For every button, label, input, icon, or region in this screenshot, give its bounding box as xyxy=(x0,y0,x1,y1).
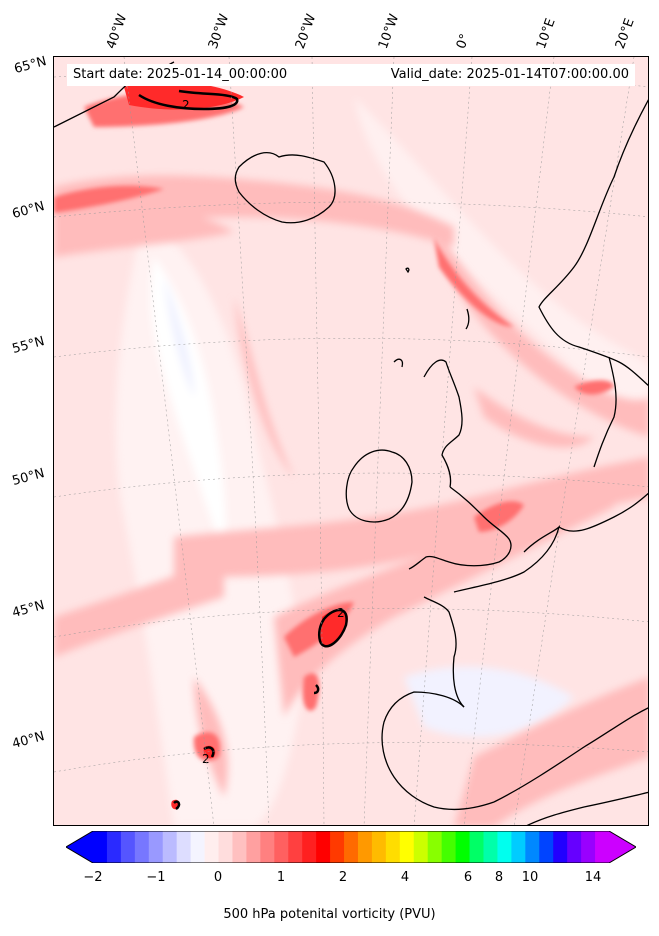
colorbar-swatch xyxy=(539,831,554,863)
colorbar-swatch xyxy=(148,831,164,863)
colorbar-swatch xyxy=(190,831,206,863)
colorbar-swatch xyxy=(288,831,303,863)
colorbar-tick-label: −2 xyxy=(83,870,103,885)
colorbar-swatch xyxy=(218,831,234,863)
colorbar-swatch xyxy=(302,831,317,863)
colorbar-swatch xyxy=(134,831,150,863)
colorbar-swatch xyxy=(511,831,526,863)
colorbar-swatch xyxy=(427,831,443,863)
lat-label: 65°N xyxy=(12,54,49,77)
moderate-pv-bands xyxy=(54,175,648,825)
colorbar-swatch xyxy=(232,831,248,863)
colorbar-swatch xyxy=(581,831,596,863)
contour-value: 2 xyxy=(337,606,345,620)
colorbar-swatch xyxy=(553,831,568,863)
lon-label: 20°W xyxy=(292,12,320,51)
colorbar-tick-label: −1 xyxy=(146,870,166,885)
pv-contours xyxy=(138,89,348,811)
colorbar xyxy=(66,831,636,863)
date-info-box: Start date: 2025-01-14_00:00:00 Valid_da… xyxy=(67,64,635,86)
colorbar-extend-max xyxy=(609,831,636,863)
colorbar-swatch xyxy=(469,831,485,863)
colorbar-swatch xyxy=(344,831,359,863)
lat-label: 55°N xyxy=(10,334,47,357)
colorbar-tick-label: 6 xyxy=(463,870,473,885)
lat-label: 40°N xyxy=(10,729,47,752)
potential-vorticity-field: 2 2 2 xyxy=(54,57,648,825)
colorbar-swatch xyxy=(274,831,289,863)
colorbar-swatch xyxy=(120,831,136,863)
colorbar-swatch xyxy=(176,831,192,863)
colorbar-swatch xyxy=(567,831,582,863)
colorbar-swatch xyxy=(204,831,220,863)
colorbar-tick-label: 10 xyxy=(521,870,539,885)
colorbar-swatch xyxy=(441,831,457,863)
colorbar-swatch xyxy=(106,831,122,863)
lat-label: 45°N xyxy=(10,598,47,621)
colorbar-tick-label: 8 xyxy=(494,870,504,885)
colorbar-extend-min xyxy=(66,831,93,863)
map-frame: 2 2 2 xyxy=(53,56,649,826)
contour-value: 2 xyxy=(182,98,190,112)
colorbar-tick-label: 0 xyxy=(213,870,223,885)
lon-label: 10°E xyxy=(533,16,559,51)
colorbar-swatch xyxy=(316,831,331,863)
low-pv-regions xyxy=(115,97,648,825)
colorbar-swatch xyxy=(357,831,373,863)
colorbar-swatch xyxy=(399,831,415,863)
valid-date-label: Valid_date: 2025-01-14T07:00:00.00 xyxy=(390,67,629,82)
lon-label: 10°W xyxy=(375,12,403,51)
colorbar-tick-label: 1 xyxy=(276,870,286,885)
start-date-label: Start date: 2025-01-14_00:00:00 xyxy=(73,67,288,82)
lon-label: 0° xyxy=(453,31,474,51)
colorbar-swatch xyxy=(497,831,512,863)
colorbar-swatch xyxy=(162,831,178,863)
colorbar-swatch xyxy=(371,831,387,863)
lon-label: 20°E xyxy=(612,16,638,51)
colorbar-swatch xyxy=(330,831,345,863)
colorbar-label: 500 hPa potenital vorticity (PVU) xyxy=(223,907,436,922)
colorbar-swatch xyxy=(260,831,275,863)
coastlines xyxy=(54,61,648,825)
colorbar-swatch xyxy=(483,831,499,863)
colorbar-tick-label: 4 xyxy=(400,870,410,885)
colorbar-swatch xyxy=(525,831,540,863)
colorbar-tick-label: 2 xyxy=(338,870,348,885)
colorbar-tick-label: 14 xyxy=(584,870,602,885)
colorbar-swatch xyxy=(246,831,261,863)
graticule xyxy=(54,57,648,825)
lat-label: 50°N xyxy=(10,466,47,489)
colorbar-swatch xyxy=(595,831,610,863)
lon-label: 40°W xyxy=(103,12,131,51)
colorbar-swatch xyxy=(93,831,108,863)
lat-label: 60°N xyxy=(10,199,47,222)
lon-label: 30°W xyxy=(205,12,233,51)
colorbar-swatch xyxy=(455,831,471,863)
contour-value: 2 xyxy=(202,752,210,766)
colorbar-swatch xyxy=(413,831,429,863)
colorbar-swatch xyxy=(385,831,401,863)
